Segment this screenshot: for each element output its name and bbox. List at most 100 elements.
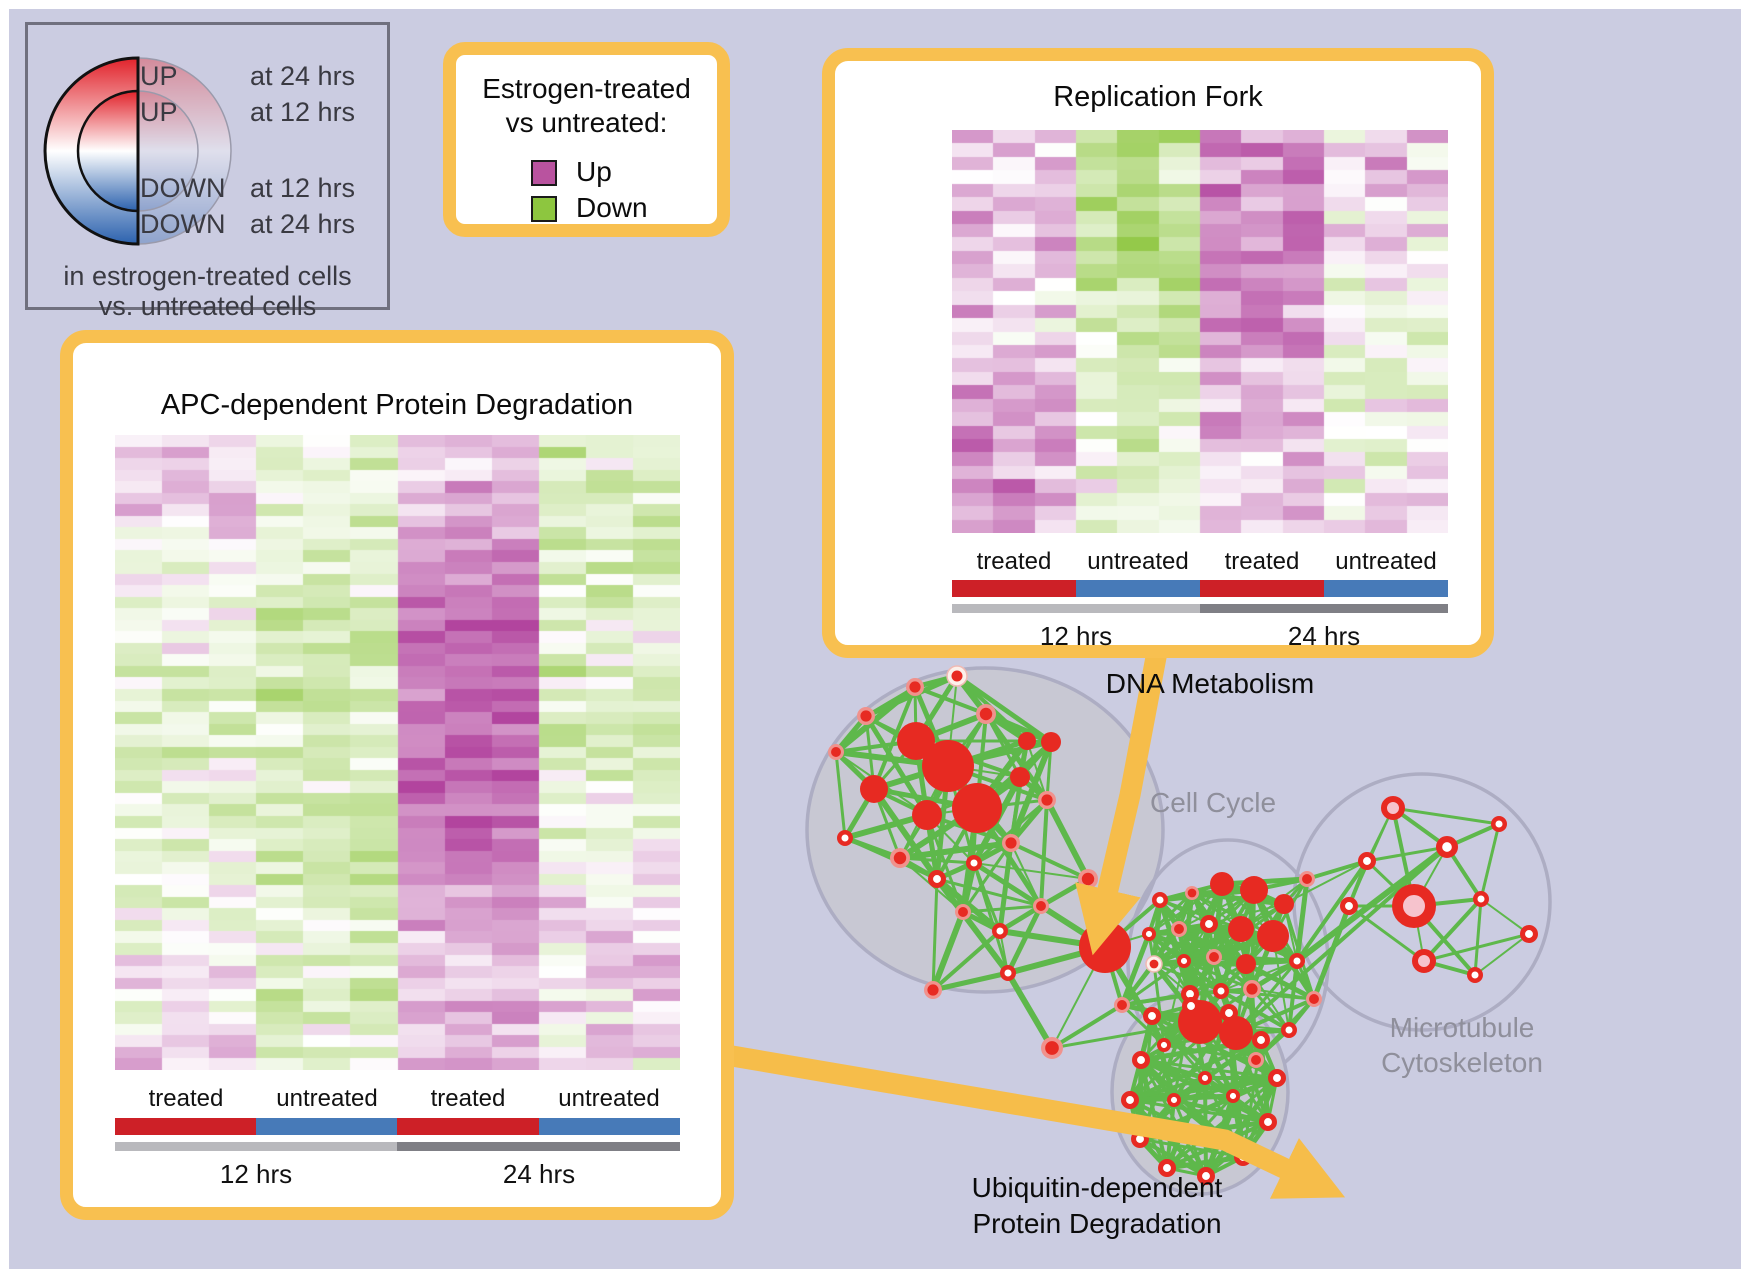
gene-node[interactable]	[1166, 1092, 1181, 1107]
gene-node[interactable]	[1132, 1051, 1151, 1070]
gene-node[interactable]	[1219, 1016, 1253, 1050]
gene-node[interactable]	[1121, 1091, 1140, 1110]
network-edge	[984, 711, 1053, 745]
gene-node[interactable]	[1079, 921, 1131, 973]
rf-24hr-bar	[1200, 604, 1448, 613]
gene-node[interactable]	[1472, 890, 1489, 907]
gene-node[interactable]	[1435, 836, 1458, 859]
gene-node[interactable]	[991, 922, 1008, 939]
gene-node[interactable]	[1197, 1070, 1212, 1085]
gene-node[interactable]	[1358, 852, 1377, 871]
up-label: Up	[576, 156, 612, 187]
rf-panel-title: Replication Fork	[1053, 81, 1263, 113]
network-edge	[930, 910, 966, 992]
gene-node[interactable]	[1156, 1037, 1171, 1052]
gene-node[interactable]	[1228, 916, 1254, 942]
gene-node[interactable]	[952, 783, 1002, 833]
network-edge	[1148, 883, 1223, 935]
network-edge	[834, 751, 847, 839]
network-edge	[864, 673, 959, 719]
gene-node[interactable]	[1141, 927, 1156, 942]
gene-node[interactable]	[1010, 767, 1030, 787]
gene-node[interactable]	[1268, 1069, 1287, 1088]
ring-time-12b: at 12 hrs	[250, 173, 356, 203]
rf-treated-bar-12	[952, 580, 1076, 597]
gene-node[interactable]	[1182, 997, 1201, 1016]
network-edge	[1306, 859, 1368, 881]
network-edge	[1008, 740, 1054, 845]
network-edge	[1147, 891, 1194, 936]
ring-word-up-12: UP	[140, 97, 178, 127]
gene-node[interactable]	[1041, 732, 1061, 752]
gene-node[interactable]	[1220, 1004, 1239, 1023]
gene-node[interactable]	[1158, 1159, 1177, 1178]
gene-node[interactable]	[912, 800, 942, 830]
network-edge	[1311, 905, 1352, 1000]
apc-untreated-bar-12	[256, 1118, 397, 1135]
gene-node[interactable]	[1240, 876, 1268, 904]
rf-untreated-bar-24	[1324, 580, 1448, 597]
gene-node[interactable]	[928, 870, 947, 889]
gene-node[interactable]	[1236, 954, 1256, 974]
gene-node[interactable]	[1212, 982, 1229, 999]
network-edge	[973, 798, 1048, 865]
apc-panel-title: APC-dependent Protein Degradation	[160, 389, 634, 421]
gene-node[interactable]	[1280, 1021, 1297, 1038]
gene-node[interactable]	[1210, 872, 1234, 896]
ring-time-24a: at 24 hrs	[250, 61, 356, 91]
gene-node[interactable]	[860, 775, 888, 803]
cluster-label-microtubule-1: Microtubule	[1389, 1012, 1535, 1043]
ring-time-12a: at 12 hrs	[250, 97, 356, 127]
gene-node[interactable]	[1225, 1088, 1240, 1103]
gene-node[interactable]	[1381, 796, 1405, 820]
gene-node[interactable]	[1490, 815, 1507, 832]
gene-node[interactable]	[1018, 732, 1036, 750]
apc-treated-bar-12	[115, 1118, 256, 1135]
gene-node[interactable]	[1197, 1167, 1216, 1186]
gene-node[interactable]	[965, 854, 982, 871]
gene-node[interactable]	[1151, 891, 1168, 908]
network-edge	[1366, 845, 1448, 863]
gene-node[interactable]	[1143, 1007, 1162, 1026]
gene-node[interactable]	[922, 740, 974, 792]
gene-node[interactable]	[1412, 949, 1436, 973]
gene-node[interactable]	[1259, 1113, 1278, 1132]
cluster-label-ubiquitin-2: Protein Degradation	[972, 1208, 1222, 1239]
gene-node[interactable]	[999, 964, 1016, 981]
apc-heatmap-panel: APC-dependent Protein Degradation treate…	[60, 330, 734, 1220]
ring-word-down-24: DOWN	[140, 209, 226, 239]
network-edge	[1474, 933, 1530, 976]
network-edge	[1287, 960, 1299, 1031]
gene-node[interactable]	[1176, 954, 1191, 969]
network-edge	[984, 713, 1022, 778]
network-edge	[1051, 1020, 1201, 1050]
gene-node[interactable]	[1392, 884, 1436, 928]
gene-node[interactable]	[1257, 920, 1289, 952]
rf-group-label-1: treated	[976, 548, 1052, 575]
ring-time-24b: at 24 hrs	[250, 209, 356, 239]
gene-node[interactable]	[836, 829, 853, 846]
gene-node[interactable]	[897, 722, 935, 760]
rf-time-label-12: 12 hrs	[1039, 621, 1113, 651]
gene-node[interactable]	[1466, 966, 1483, 983]
gene-node[interactable]	[1520, 925, 1539, 944]
gene-node[interactable]	[1288, 952, 1305, 969]
gene-node[interactable]	[1274, 894, 1294, 914]
up-color-swatch	[531, 160, 557, 186]
gene-node[interactable]	[1200, 915, 1219, 934]
gene-node[interactable]	[1252, 1031, 1271, 1050]
gene-node[interactable]	[1340, 897, 1359, 916]
network-edge	[1010, 841, 1089, 881]
network-edge	[1129, 1038, 1262, 1102]
apc-group-label-2: untreated	[276, 1085, 378, 1112]
ring-footer-2: vs. untreated cells	[98, 291, 317, 321]
cluster-label-dna-metabolism: DNA Metabolism	[1105, 668, 1315, 699]
apc-group-label-1: treated	[148, 1085, 224, 1112]
network-edge	[1422, 897, 1483, 963]
down-label: Down	[576, 192, 648, 223]
network-edge	[1140, 1058, 1278, 1080]
rf-group-label-4: untreated	[1335, 548, 1437, 575]
network-edge	[1250, 987, 1291, 1032]
